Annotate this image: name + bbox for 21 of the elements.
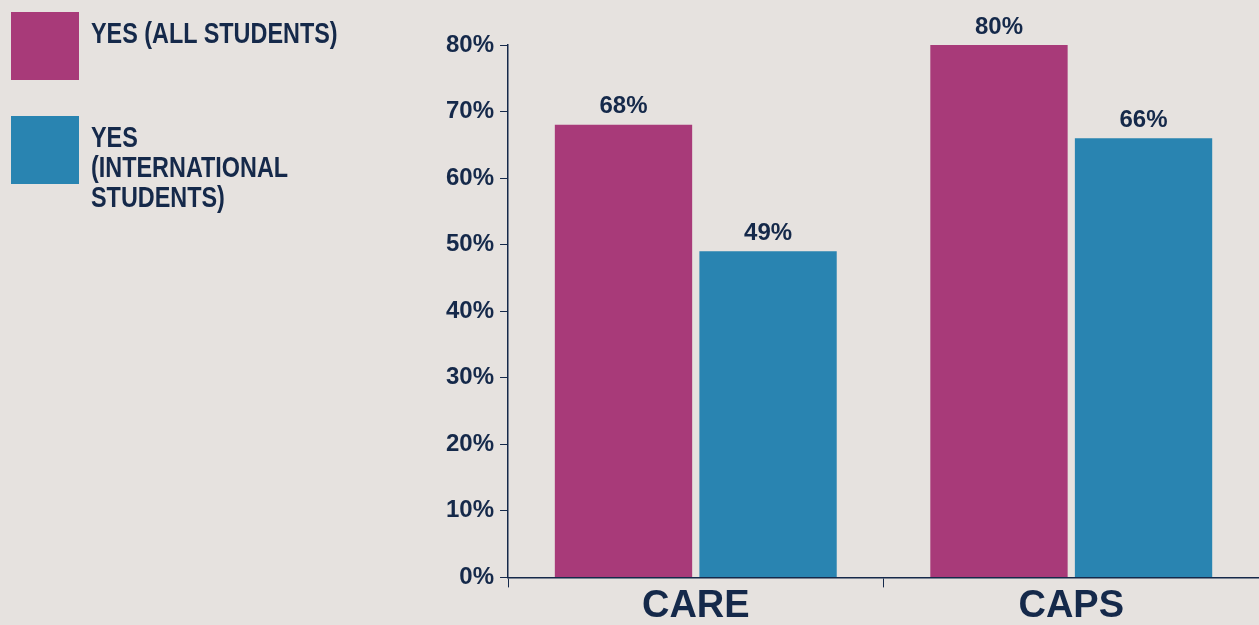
legend-label: YES (ALL STUDENTS) [91,15,339,49]
data-label: 66% [1119,104,1168,132]
bar [699,251,837,577]
y-tick-label: 10% [445,495,495,523]
y-tick-label: 30% [445,362,495,390]
bar [1074,138,1213,577]
y-tick-label: 40% [445,295,495,323]
y-tick-label: 60% [445,162,495,190]
bar [930,45,1068,577]
data-label: 68% [599,91,648,119]
y-tick-label: 80% [445,29,495,57]
y-tick-label: 20% [445,428,495,456]
x-tick-label: CAPS [1018,582,1125,625]
data-label: 80% [974,11,1023,39]
data-label: 49% [744,217,793,245]
y-tick-label: 50% [445,229,495,257]
y-tick-label: 70% [445,96,495,124]
y-tick-label: 0% [459,562,495,590]
bar [554,124,693,577]
x-tick-label: CARE [641,582,750,625]
legend-label: YES (INTERNATIONAL STUDENTS) [91,119,289,213]
